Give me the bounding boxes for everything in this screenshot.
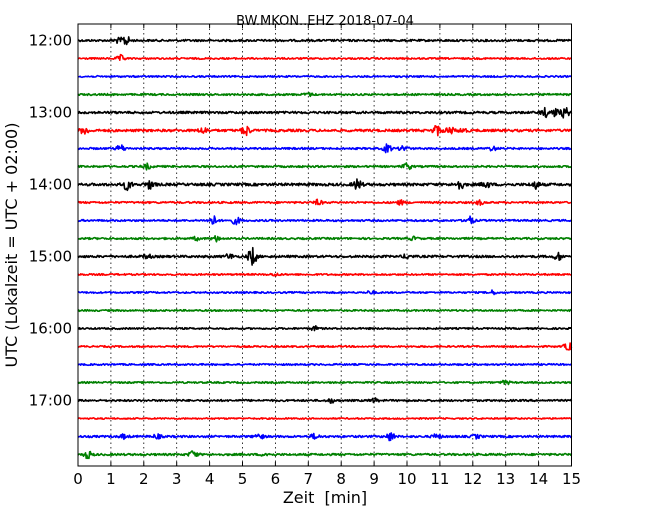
y-tick-label: 17:00 — [29, 392, 72, 410]
trace-1200 — [77, 36, 572, 46]
x-tick-label: 14 — [529, 470, 548, 488]
x-axis-ticks: 0 1 2 3 4 5 6 7 8 9 10 11 12 13 14 15 — [73, 24, 581, 488]
trace-1245 — [77, 91, 573, 98]
x-tick-label: 15 — [562, 470, 581, 488]
trace-1415 — [77, 198, 572, 206]
x-tick-label: 10 — [397, 470, 416, 488]
y-axis-label: UTC (Lokalzeit = UTC + 02:00) — [2, 123, 21, 368]
trace-1215 — [77, 53, 573, 61]
x-tick-label: 4 — [205, 470, 215, 488]
x-axis-label: Zeit [min] — [283, 488, 367, 507]
trace-1730 — [77, 432, 573, 442]
trace-1345 — [77, 162, 572, 171]
trace-1230 — [77, 74, 573, 79]
trace-1500 — [77, 246, 573, 266]
trace-1615 — [77, 342, 573, 351]
plot-frame — [77, 23, 572, 467]
trace-1545 — [77, 308, 573, 313]
x-tick-label: 11 — [430, 470, 449, 488]
y-tick-label: 14:00 — [29, 176, 72, 194]
trace-1630 — [77, 362, 573, 367]
trace-1300 — [77, 106, 573, 119]
x-tick-label: 8 — [336, 470, 346, 488]
x-tick-label: 0 — [73, 470, 83, 488]
grid-lines — [110, 24, 539, 466]
trace-1745 — [77, 450, 573, 460]
y-axis-ticks: 12:00 13:00 14:00 15:00 16:00 17:00 — [29, 32, 572, 410]
x-tick-label: 2 — [139, 470, 149, 488]
x-tick-label: 5 — [238, 470, 248, 488]
trace-1645 — [77, 379, 572, 386]
y-tick-label: 15:00 — [29, 248, 72, 266]
trace-1400 — [77, 178, 573, 192]
y-tick-label: 12:00 — [29, 32, 72, 50]
x-tick-label: 9 — [369, 470, 379, 488]
trace-1530 — [77, 289, 572, 296]
trace-1330 — [77, 143, 573, 154]
seismogram-traces — [77, 36, 573, 460]
trace-1700 — [77, 397, 573, 404]
y-tick-label: 13:00 — [29, 104, 72, 122]
trace-1430 — [77, 215, 573, 226]
trace-1315 — [77, 125, 573, 137]
x-tick-label: 1 — [106, 470, 116, 488]
x-tick-label: 3 — [172, 470, 182, 488]
chart-title: BW.MKON..EHZ 2018-07-04 — [236, 14, 414, 29]
x-tick-label: 6 — [271, 470, 281, 488]
trace-1600 — [77, 325, 573, 332]
trace-1515 — [77, 272, 572, 277]
trace-1445 — [77, 235, 573, 243]
x-tick-label: 7 — [304, 470, 314, 488]
x-tick-label: 13 — [496, 470, 515, 488]
x-tick-label: 12 — [463, 470, 482, 488]
trace-1715 — [77, 417, 572, 420]
y-tick-label: 16:00 — [29, 320, 72, 338]
